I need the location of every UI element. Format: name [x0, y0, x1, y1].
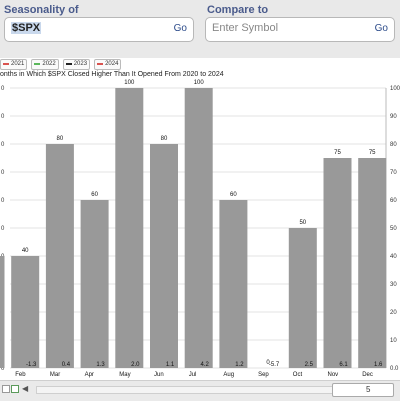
avg-return-label: 1.1: [166, 362, 175, 368]
bar-value-label: 60: [230, 192, 237, 198]
x-tick-label: Mar: [50, 372, 60, 378]
y-tick-label-left: 0: [1, 114, 5, 120]
bar-oct: [288, 228, 317, 368]
x-tick-label: Jul: [189, 372, 197, 378]
bar-value-label: 50: [299, 220, 306, 226]
seasonality-go-button[interactable]: Go: [173, 23, 187, 34]
legend-swatch-2024: [97, 63, 104, 65]
y-tick-label-right: 90: [390, 114, 397, 120]
seasonality-symbol-input[interactable]: $SPX: [11, 22, 42, 34]
compare-symbol-box[interactable]: Enter Symbol Go: [205, 17, 395, 42]
y-tick-label-left: 0: [1, 142, 5, 148]
bar-jul: [184, 88, 213, 368]
compare-symbol-input[interactable]: Enter Symbol: [212, 22, 279, 34]
bar-value-label: 100: [124, 80, 135, 86]
bar-apr: [80, 200, 109, 368]
y-tick-label-right: 10: [390, 338, 397, 344]
top-panel: Seasonality of $SPX Go Compare to Enter …: [0, 0, 400, 60]
bar-dec: [358, 158, 387, 368]
legend-item-2021[interactable]: 2021: [0, 58, 28, 70]
legend-item-2024[interactable]: 2024: [94, 58, 122, 70]
bar-jun: [150, 144, 178, 368]
y-tick-label-left: 0: [1, 366, 5, 372]
bar-aug: [219, 200, 248, 368]
legend-item-2022[interactable]: 2022: [31, 58, 59, 70]
avg-return-label: 6.1: [339, 362, 348, 368]
y-tick-label-right: 50: [390, 226, 397, 232]
legend-label-2023: 2023: [73, 61, 88, 67]
x-tick-label: Oct: [293, 372, 303, 378]
x-tick-label: Apr: [85, 372, 94, 378]
legend-item-2023[interactable]: 2023: [62, 58, 91, 70]
legend-label-2021: 2021: [11, 61, 25, 67]
legend-label-2024: 2024: [105, 61, 119, 67]
y-tick-label-left: 0: [1, 198, 5, 204]
seasonality-symbol-box[interactable]: $SPX Go: [4, 17, 194, 42]
y-tick-label-right: 70: [390, 170, 397, 176]
x-tick-label: Feb: [15, 372, 26, 378]
seasonality-chart: 0.00100200300400500600700800900100040-1.…: [0, 58, 400, 380]
bar-value-label: 40: [22, 248, 29, 254]
seasonality-label: Seasonality of: [4, 4, 79, 16]
avg-return-label: -1.3: [26, 362, 37, 368]
bar-value-label: 75: [369, 150, 376, 156]
bar-value-label: 60: [91, 192, 98, 198]
avg-return-label: 2.5: [305, 362, 314, 368]
scroll-thumb[interactable]: [332, 383, 394, 397]
avg-return-label: 2.0: [131, 362, 140, 368]
avg-return-label: 4.2: [201, 362, 210, 368]
avg-return-label: 1.6: [374, 362, 383, 368]
bar-nov: [323, 158, 352, 368]
avg-return-label: 0.4: [62, 362, 71, 368]
legend-swatch-2022: [34, 63, 41, 65]
legend-swatch-2023: [65, 63, 72, 65]
y-tick-label-right: 30: [390, 282, 397, 288]
y-tick-label-right: 0.0: [390, 366, 399, 372]
y-tick-label-right: 100: [390, 86, 400, 92]
avg-return-label: -5.7: [269, 362, 280, 368]
y-tick-label-right: 80: [390, 142, 397, 148]
compare-go-button[interactable]: Go: [374, 23, 388, 34]
chart-type-icon[interactable]: [11, 385, 19, 393]
y-tick-label-right: 40: [390, 254, 397, 260]
x-tick-label: Dec: [362, 372, 373, 378]
bar-value-label: 75: [334, 150, 341, 156]
x-tick-label: Jun: [154, 372, 164, 378]
x-tick-label: Aug: [223, 372, 234, 378]
bar-feb: [11, 256, 40, 368]
bar-jan: [0, 256, 5, 368]
chart-title: onths in Which $SPX Closed Higher Than I…: [0, 71, 224, 78]
compare-label: Compare to: [207, 4, 269, 16]
x-tick-label: May: [119, 372, 130, 378]
bar-value-label: 80: [57, 136, 64, 142]
chart-canvas: 0.00100200300400500600700800900100040-1.…: [0, 80, 400, 378]
bar-value-label: 0: [266, 360, 270, 366]
y-tick-label-right: 20: [390, 310, 397, 316]
bar-mar: [45, 144, 74, 368]
grid-icon[interactable]: [2, 385, 10, 393]
avg-return-label: 1.2: [235, 362, 244, 368]
y-tick-label-left: 0: [1, 226, 5, 232]
scroll-value: 5: [366, 385, 371, 394]
bottom-scroll-bar: ◀ 5: [0, 380, 400, 401]
avg-return-label: 1.3: [96, 362, 105, 368]
y-tick-label-right: 60: [390, 198, 397, 204]
bar-may: [115, 88, 144, 368]
legend-swatch-2021: [3, 63, 9, 65]
x-tick-label: Sep: [258, 372, 269, 378]
scroll-track[interactable]: [36, 386, 338, 394]
bar-value-label: 80: [161, 136, 168, 142]
legend-label-2022: 2022: [42, 61, 56, 67]
x-tick-label: Nov: [328, 372, 339, 378]
y-tick-label-left: 0: [1, 86, 5, 92]
y-tick-label-left: 0: [1, 170, 5, 176]
bar-value-label: 100: [194, 80, 205, 86]
scroll-left-arrow[interactable]: ◀: [22, 384, 29, 393]
chart-legend: 2021 2022 2023 2024: [0, 58, 122, 70]
